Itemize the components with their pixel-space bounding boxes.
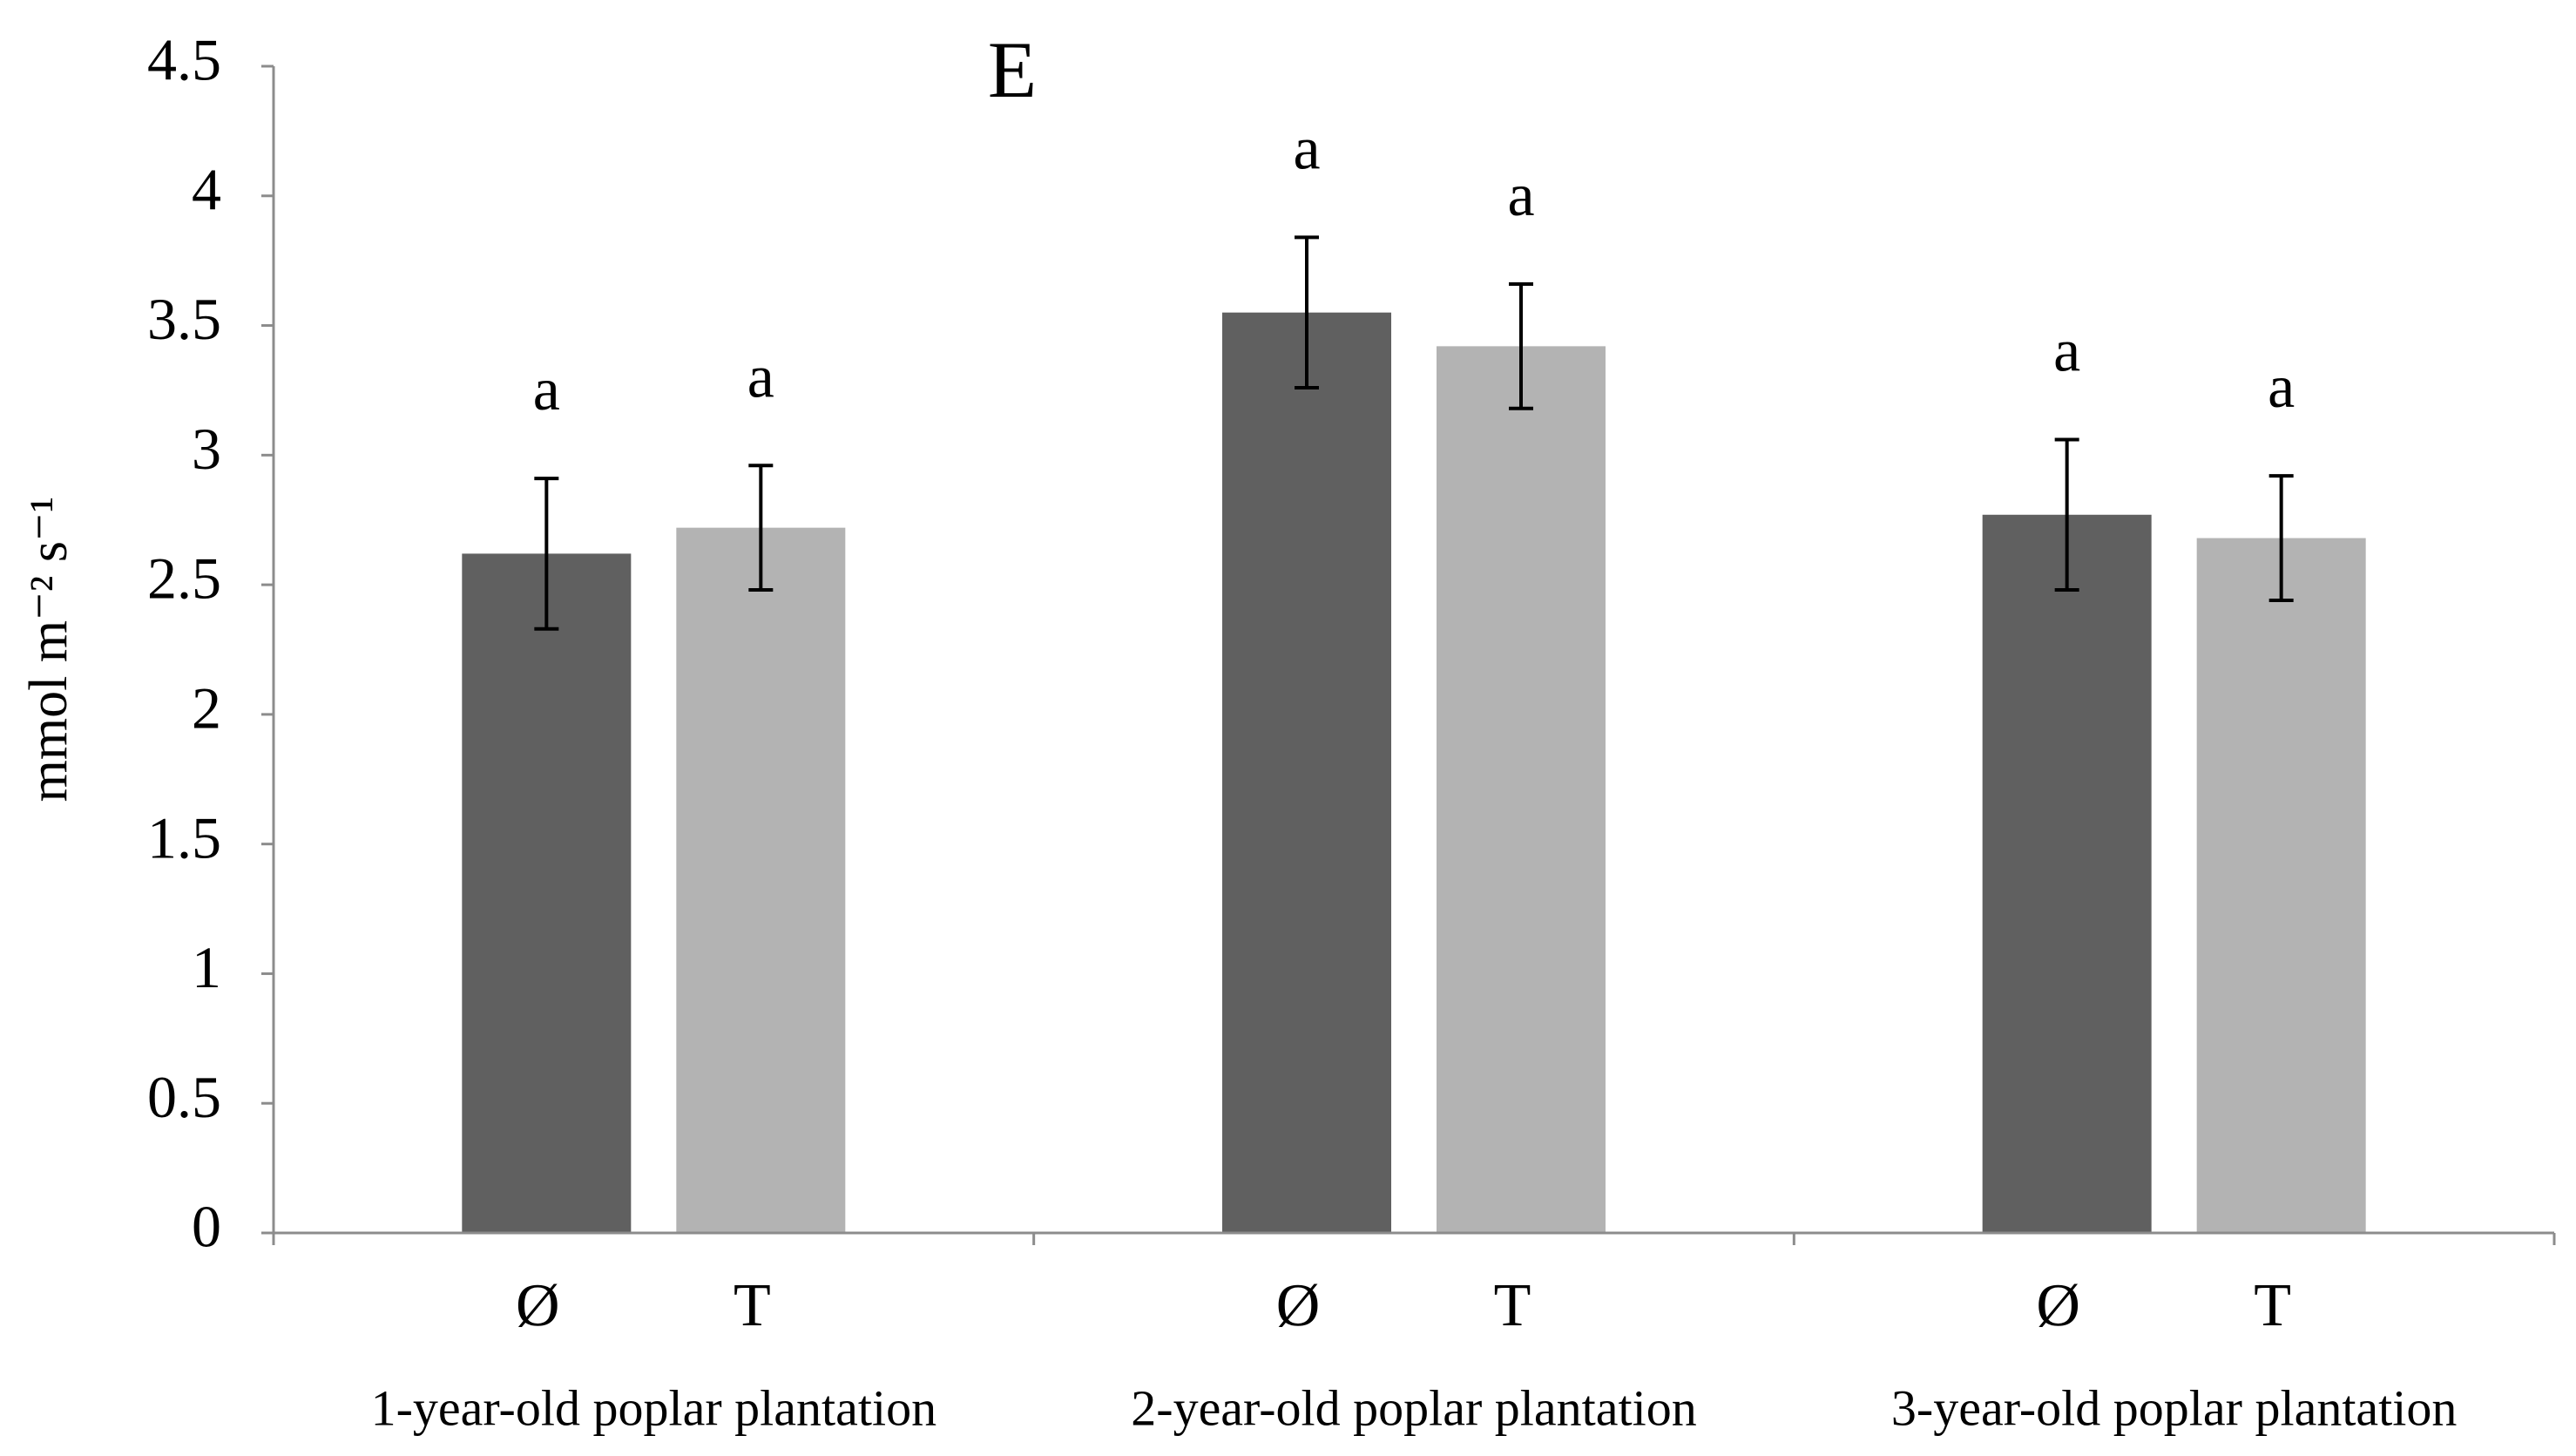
- y-tick-label: 4: [192, 156, 221, 222]
- y-tick-label: 4.5: [147, 27, 221, 93]
- y-tick-label: 3.5: [147, 286, 221, 352]
- x-tick-label: 3-year-old poplar plantation: [1891, 1379, 2458, 1436]
- y-tick-label: 1.5: [147, 804, 221, 870]
- series-label: Ø: [2036, 1272, 2080, 1339]
- y-tick-label: 3: [192, 416, 221, 482]
- bar: [1982, 514, 2152, 1233]
- series-label: Ø: [516, 1272, 560, 1339]
- y-tick-label: 0.5: [147, 1064, 221, 1130]
- y-tick-label: 2: [192, 674, 221, 741]
- y-tick-label: 2.5: [147, 545, 221, 612]
- bar: [462, 553, 632, 1233]
- series-label: T: [2254, 1272, 2291, 1339]
- bar: [2196, 538, 2366, 1233]
- series-label: T: [734, 1272, 771, 1339]
- bar: [1437, 346, 1606, 1233]
- significance-letter: a: [533, 356, 560, 423]
- series-label: Ø: [1276, 1272, 1321, 1339]
- y-axis-label: mmol m⁻² s⁻¹: [19, 497, 78, 802]
- x-tick-label: 2-year-old poplar plantation: [1131, 1379, 1697, 1436]
- significance-letter: a: [2268, 354, 2295, 421]
- chart-title: E: [988, 25, 1037, 114]
- bar: [1222, 312, 1391, 1234]
- bar: [676, 527, 846, 1233]
- significance-letter: a: [1293, 115, 1320, 182]
- significance-letter: a: [747, 343, 774, 410]
- y-tick-label: 1: [192, 934, 221, 1000]
- significance-letter: a: [2053, 318, 2080, 385]
- y-tick-label: 0: [192, 1194, 221, 1260]
- significance-letter: a: [1507, 162, 1534, 229]
- x-tick-label: 1-year-old poplar plantation: [371, 1379, 937, 1436]
- series-label: T: [1494, 1272, 1531, 1339]
